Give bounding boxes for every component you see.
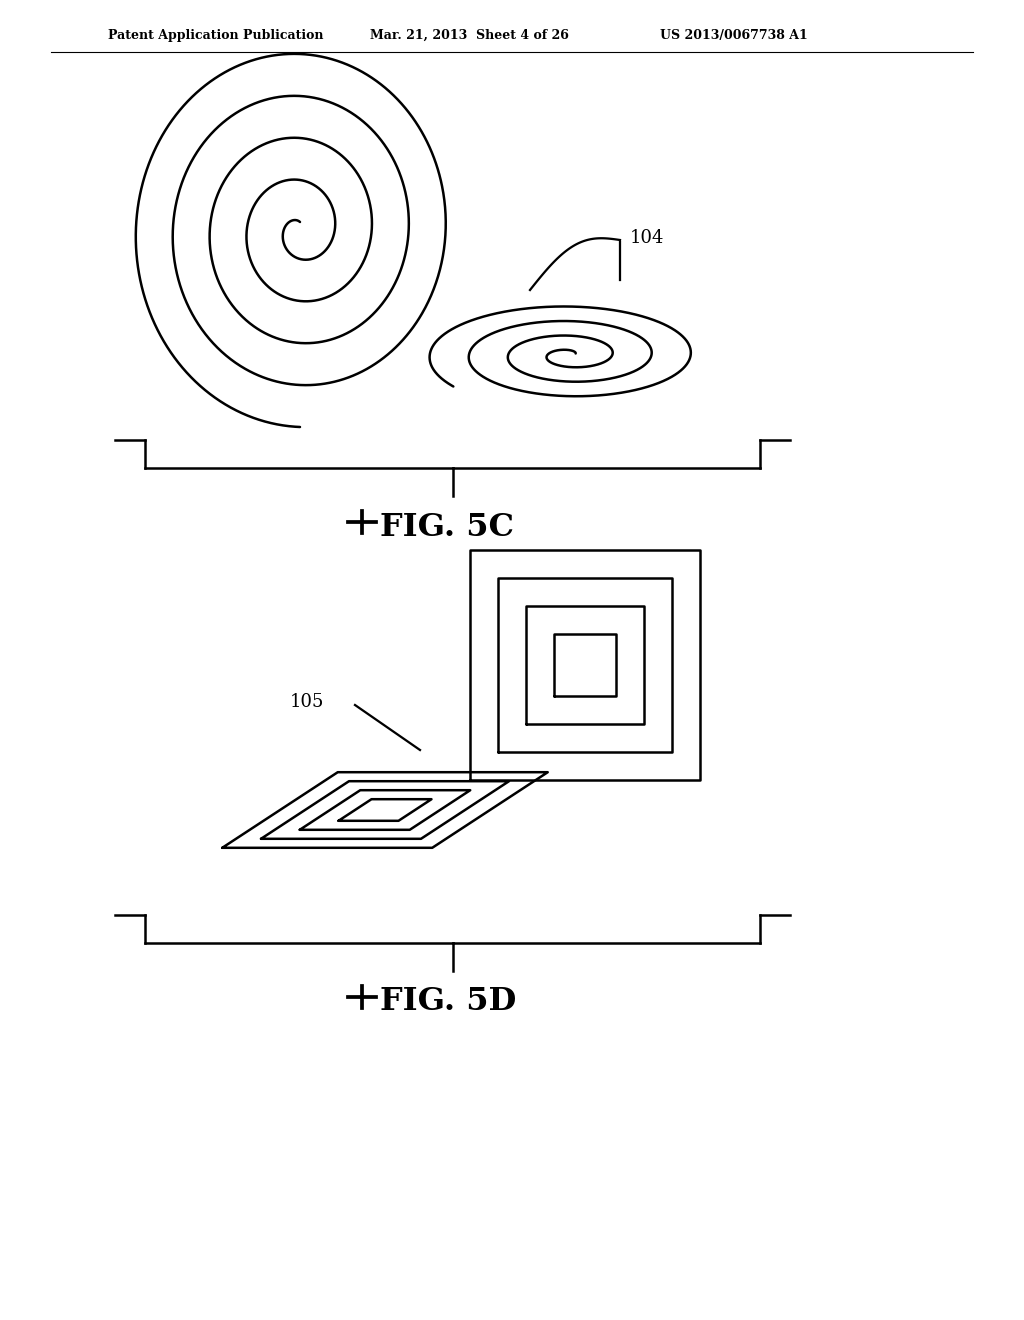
Text: Patent Application Publication: Patent Application Publication bbox=[108, 29, 324, 41]
Text: FIG. 5C: FIG. 5C bbox=[380, 511, 513, 543]
Text: FIG. 5D: FIG. 5D bbox=[380, 986, 516, 1018]
Text: 104: 104 bbox=[630, 228, 665, 247]
Text: Mar. 21, 2013  Sheet 4 of 26: Mar. 21, 2013 Sheet 4 of 26 bbox=[370, 29, 569, 41]
Text: 105: 105 bbox=[290, 693, 325, 711]
Text: US 2013/0067738 A1: US 2013/0067738 A1 bbox=[660, 29, 808, 41]
